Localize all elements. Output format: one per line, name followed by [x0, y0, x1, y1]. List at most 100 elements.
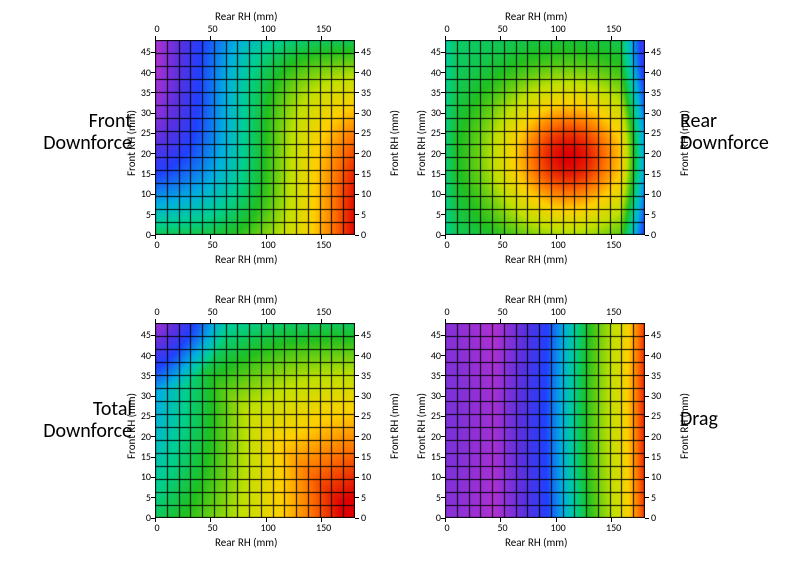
tick-label: 40 — [425, 351, 441, 361]
tick-mark — [441, 416, 445, 417]
tick-label: 50 — [203, 307, 223, 317]
tick-label: 40 — [361, 351, 377, 361]
tick-label: 50 — [203, 523, 223, 533]
tick-label: 45 — [135, 330, 151, 340]
tick-mark — [441, 92, 445, 93]
tick-label: 35 — [135, 371, 151, 381]
tick-mark — [210, 319, 211, 323]
tick-mark — [151, 375, 155, 376]
axis-label: Front RH (mm) — [125, 393, 138, 459]
axis-label: Front RH (mm) — [678, 110, 691, 176]
tick-mark — [645, 477, 649, 478]
tick-mark — [500, 36, 501, 40]
tick-mark — [151, 235, 155, 236]
panel-title-text: RearDownforce — [680, 109, 769, 155]
tick-label: 15 — [651, 452, 667, 462]
tick-mark — [321, 319, 322, 323]
axis-label: Front RH (mm) — [125, 110, 138, 176]
tick-label: 0 — [651, 230, 667, 240]
tick-mark — [151, 72, 155, 73]
panel-title: Drag — [680, 408, 790, 430]
tick-mark — [441, 396, 445, 397]
figure-grid: FrontDownforce 0050501001001501500055101… — [0, 0, 800, 575]
tick-mark — [151, 457, 155, 458]
axis-label: Rear RH (mm) — [505, 10, 567, 23]
axis-label: Rear RH (mm) — [505, 293, 567, 306]
tick-mark — [441, 72, 445, 73]
tick-label: 0 — [135, 230, 151, 240]
tick-label: 5 — [135, 493, 151, 503]
tick-label: 10 — [135, 189, 151, 199]
tick-label: 20 — [651, 432, 667, 442]
tick-label: 35 — [651, 88, 667, 98]
heatmap-grid — [445, 40, 645, 235]
heatmap-grid — [155, 40, 355, 235]
tick-mark — [445, 319, 446, 323]
tick-mark — [151, 477, 155, 478]
tick-mark — [441, 52, 445, 53]
tick-label: 50 — [493, 240, 513, 250]
panel-front-downforce: FrontDownforce 0050501001001501500055101… — [0, 0, 400, 287]
axis-label: Rear RH (mm) — [505, 536, 567, 549]
tick-mark — [355, 436, 359, 437]
tick-label: 0 — [361, 513, 377, 523]
tick-mark — [151, 92, 155, 93]
tick-mark — [355, 52, 359, 53]
heatmap: 0050501001001501500055101015152020252530… — [445, 323, 645, 518]
tick-label: 0 — [437, 523, 457, 533]
tick-label: 0 — [147, 523, 167, 533]
tick-label: 50 — [493, 307, 513, 317]
tick-mark — [645, 214, 649, 215]
tick-label: 10 — [425, 472, 441, 482]
tick-mark — [556, 319, 557, 323]
tick-mark — [645, 92, 649, 93]
panel-drag: Drag 00505010010015015000551010151520202… — [400, 288, 800, 575]
tick-mark — [645, 518, 649, 519]
tick-label: 100 — [258, 523, 278, 533]
tick-mark — [151, 52, 155, 53]
tick-label: 10 — [651, 189, 667, 199]
tick-label: 45 — [651, 330, 667, 340]
tick-mark — [155, 36, 156, 40]
tick-label: 5 — [651, 493, 667, 503]
tick-label: 5 — [361, 493, 377, 503]
tick-mark — [151, 335, 155, 336]
tick-mark — [155, 319, 156, 323]
panel-title-text: TotalDownforce — [43, 397, 132, 443]
tick-mark — [441, 214, 445, 215]
tick-mark — [355, 113, 359, 114]
panel-title-text: FrontDownforce — [43, 109, 132, 155]
tick-label: 0 — [425, 230, 441, 240]
tick-label: 150 — [604, 240, 624, 250]
axis-label: Rear RH (mm) — [505, 253, 567, 266]
tick-mark — [151, 194, 155, 195]
tick-mark — [441, 375, 445, 376]
tick-label: 35 — [135, 88, 151, 98]
tick-label: 50 — [203, 24, 223, 34]
tick-label: 100 — [548, 523, 568, 533]
tick-mark — [355, 457, 359, 458]
tick-mark — [645, 436, 649, 437]
tick-label: 150 — [604, 24, 624, 34]
tick-mark — [441, 133, 445, 134]
tick-label: 15 — [651, 169, 667, 179]
tick-mark — [321, 36, 322, 40]
tick-label: 35 — [361, 88, 377, 98]
tick-mark — [445, 36, 446, 40]
tick-mark — [645, 416, 649, 417]
tick-mark — [355, 235, 359, 236]
tick-label: 0 — [147, 240, 167, 250]
tick-mark — [645, 133, 649, 134]
tick-mark — [355, 375, 359, 376]
tick-label: 35 — [425, 88, 441, 98]
tick-mark — [441, 153, 445, 154]
tick-label: 20 — [651, 149, 667, 159]
tick-mark — [645, 113, 649, 114]
tick-label: 15 — [361, 452, 377, 462]
tick-mark — [500, 319, 501, 323]
tick-mark — [611, 319, 612, 323]
tick-mark — [645, 235, 649, 236]
tick-mark — [556, 36, 557, 40]
tick-label: 40 — [135, 351, 151, 361]
tick-mark — [355, 72, 359, 73]
